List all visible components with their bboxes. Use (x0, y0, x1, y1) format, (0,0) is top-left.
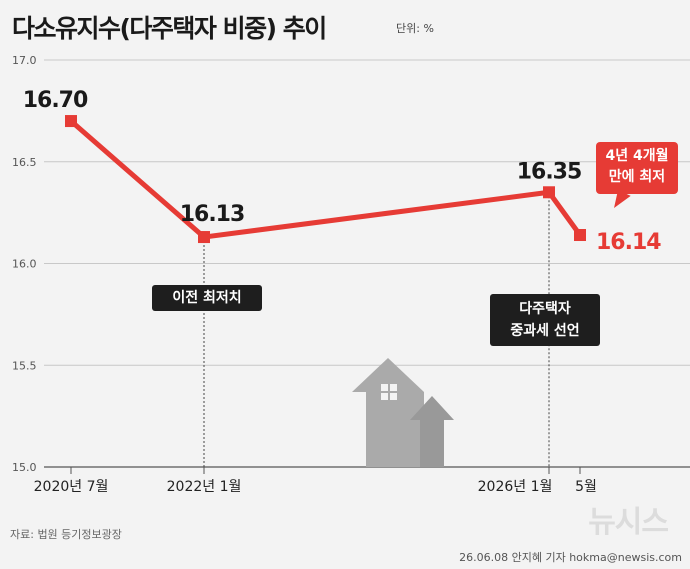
house-icon (352, 358, 454, 467)
series-line (69, 119, 583, 240)
note2-line2: 중과세 선언 (510, 323, 580, 339)
data-point (198, 231, 210, 244)
source-note: 자료: 법원 등기정보광장 (10, 528, 122, 541)
multi-home-tax-note: 다주택자 중과세 선언 (490, 294, 600, 346)
previous-low-note: 이전 최저치 (152, 285, 262, 311)
data-label: 16.14 (596, 230, 661, 255)
x-tick-label: 5월 (575, 479, 597, 495)
data-point (574, 229, 586, 242)
data-label: 16.35 (517, 159, 582, 184)
data-point (543, 186, 555, 199)
house-body (352, 358, 424, 467)
y-tick-label: 16.0 (12, 258, 37, 271)
x-tick-label: 2022년 1월 (167, 479, 242, 495)
note2-line1: 다주택자 (519, 301, 571, 317)
y-tick-label: 16.5 (12, 156, 37, 169)
chart-title: 다소유지수(다주택자 비중) 추이 (12, 14, 327, 43)
newsis-watermark: 뉴시스 (588, 505, 669, 540)
arrow-up (410, 396, 454, 467)
x-tick-label: 2020년 7월 (34, 479, 109, 495)
callout-line1: 4년 4개월 (605, 148, 669, 164)
y-tick-label: 15.0 (12, 461, 37, 474)
callout-line2: 만에 최저 (608, 169, 666, 185)
data-point (65, 115, 77, 128)
credit-line: 26.06.08 안지혜 기자 hokma@newsis.com (459, 551, 682, 564)
y-tick-label: 17.0 (12, 54, 37, 67)
unit-label: 단위: % (396, 22, 434, 35)
data-label: 16.13 (180, 202, 245, 227)
x-tick-label: 2026년 1월 (478, 479, 553, 495)
data-label: 16.70 (23, 88, 88, 113)
y-tick-label: 15.5 (12, 359, 37, 372)
lowest-callout: 4년 4개월 만에 최저 (596, 142, 678, 194)
